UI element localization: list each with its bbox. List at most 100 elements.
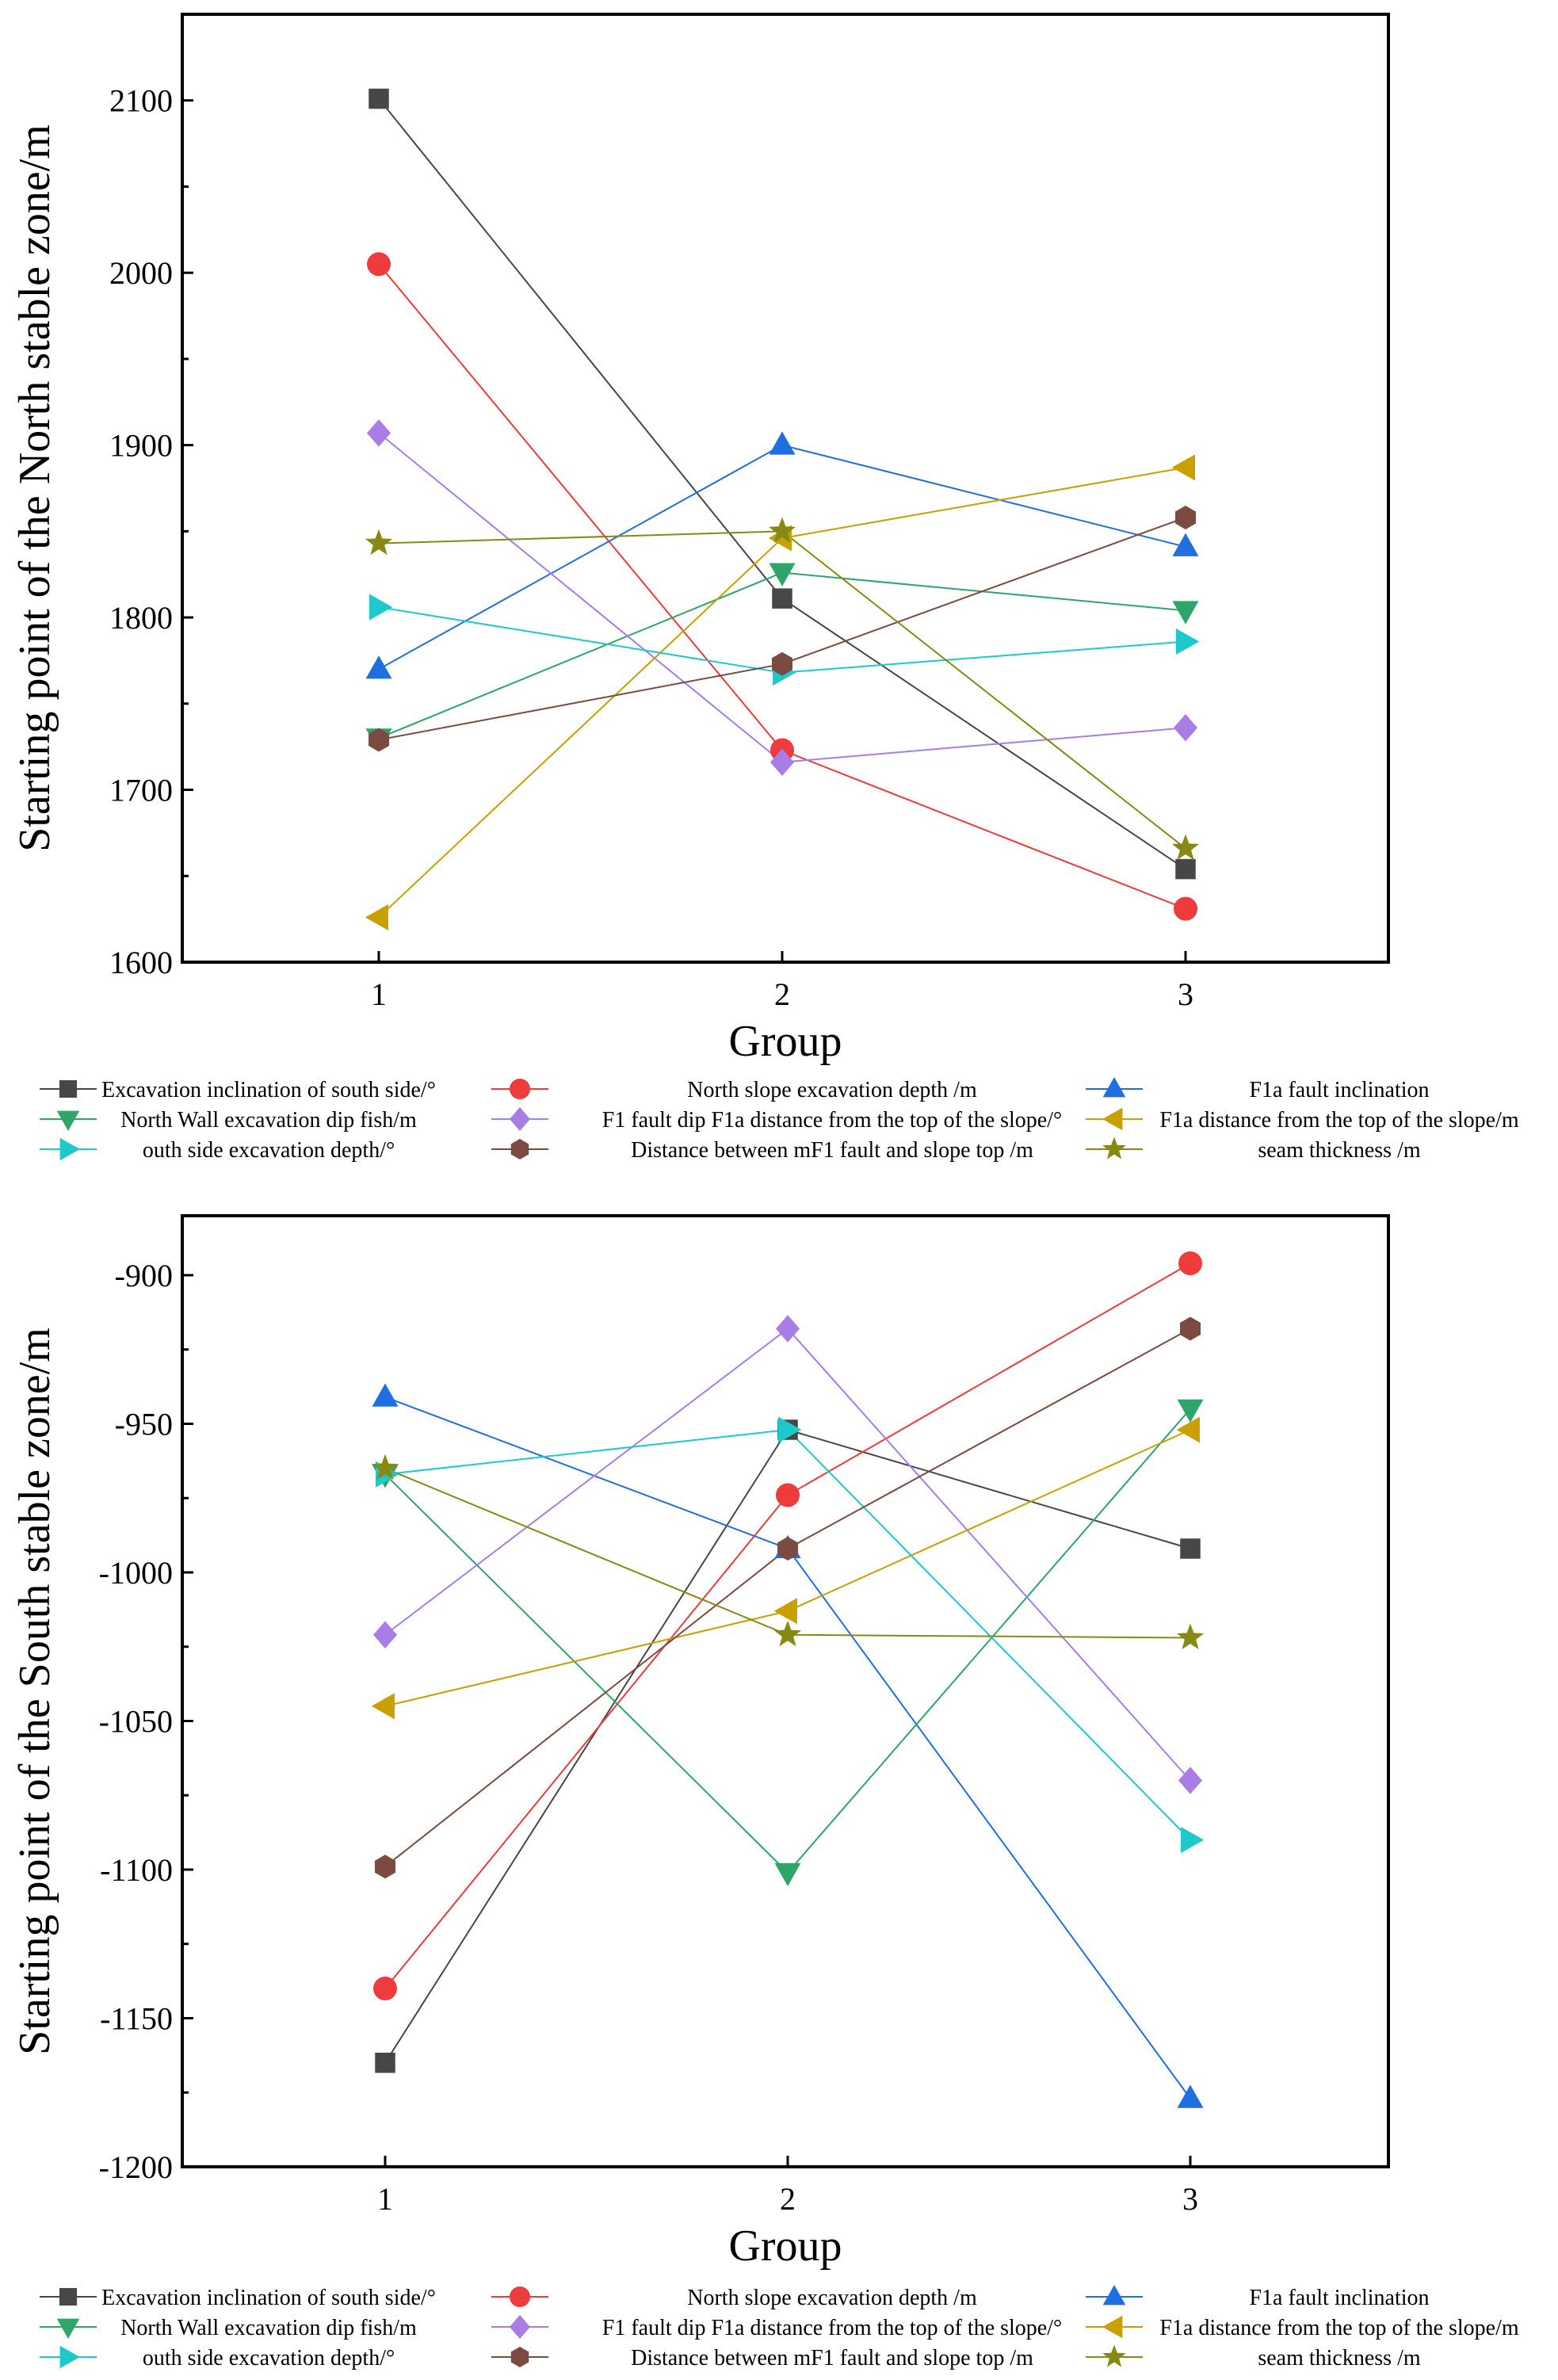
x-tick-label: 1 (371, 976, 387, 1012)
series-line (378, 263, 1186, 910)
data-point (367, 252, 391, 277)
legend-label: F1 fault dip F1a distance from the top o… (602, 2316, 1062, 2340)
data-point (372, 1383, 399, 1407)
series-line (378, 517, 1186, 741)
data-point (1176, 1623, 1205, 1650)
legend-label: North slope excavation depth /m (687, 2286, 977, 2310)
series-line (384, 1328, 1191, 1868)
legend-label: Distance between mF1 fault and slope top… (631, 2346, 1033, 2370)
data-point (773, 1598, 797, 1625)
data-point (1174, 714, 1197, 742)
data-point (1176, 1416, 1200, 1443)
legend-marker (510, 1107, 530, 1131)
data-point (1175, 505, 1196, 529)
legend-marker (510, 1139, 529, 1159)
data-point (369, 594, 393, 621)
series-line (384, 1428, 1191, 2064)
y-tick-label: -900 (115, 1258, 173, 1293)
data-point (371, 1454, 399, 1480)
data-point (365, 529, 393, 556)
data-point (365, 655, 392, 679)
x-tick-label: 2 (774, 976, 790, 1012)
data-point (777, 1537, 798, 1561)
y-tick-label: 2000 (109, 255, 173, 291)
legend-label: Excavation inclination of south side/° (101, 1078, 436, 1102)
legend-label: F1a distance from the top of the slope/m (1159, 2316, 1519, 2340)
legend-label: F1a distance from the top of the slope/m (1159, 1108, 1519, 1133)
y-tick-label: -1000 (99, 1555, 173, 1591)
plot-frame (181, 13, 1390, 964)
y-tick-label: 1900 (109, 428, 173, 464)
data-point (1178, 1767, 1202, 1794)
legend-label: outh side excavation depth/° (143, 2346, 395, 2370)
y-tick-label: -950 (115, 1407, 173, 1442)
legend-label: outh side excavation depth/° (143, 1138, 395, 1163)
data-point (773, 1620, 802, 1647)
legend-marker (56, 2318, 80, 2339)
legend-label: F1 fault dip F1a distance from the top o… (602, 1108, 1062, 1133)
x-tick-label: 1 (377, 2181, 393, 2217)
legend-label: Distance between mF1 fault and slope top… (631, 1138, 1033, 1163)
legend-label: F1a fault inclination (1249, 2286, 1429, 2310)
x-axis-title: Group (728, 2221, 842, 2271)
data-point (373, 1621, 397, 1648)
legend-label: North Wall excavation dip fish/m (120, 1108, 417, 1133)
south-chart: -1200 -1150 -1100 -1050 -1000 -950 -900 1 2 3 Grou… (10, 1214, 1519, 2370)
legend-marker (59, 2287, 78, 2306)
y-tick-label: 1600 (109, 945, 173, 980)
data-point (776, 1315, 800, 1343)
data-point (1172, 601, 1199, 625)
legend-label: F1a fault inclination (1249, 1078, 1429, 1102)
north-chart: 1600 1700 1800 1900 2000 2100 1 2 3 Group Starting… (10, 13, 1519, 1163)
y-tick-label: -1050 (99, 1704, 173, 1740)
legend-label: North Wall excavation dip fish/m (120, 2316, 417, 2340)
legend-marker (1102, 2285, 1126, 2306)
legend-marker (1102, 2315, 1123, 2339)
data-point (1171, 454, 1195, 481)
data-point (1180, 1316, 1201, 1341)
legend-label: Excavation inclination of south side/° (101, 2286, 436, 2310)
data-point (1178, 1251, 1202, 1275)
legend-marker (510, 2315, 530, 2339)
x-tick-label: 3 (1182, 2181, 1198, 2217)
data-point (365, 903, 388, 930)
data-point (1171, 834, 1200, 861)
y-tick-label: 2100 (109, 83, 173, 119)
data-point (778, 1416, 802, 1443)
legend-marker (1102, 1107, 1123, 1131)
data-point (770, 748, 794, 777)
plot-frame (181, 1214, 1390, 2168)
data-point (373, 1977, 397, 2000)
y-tick-label: -1150 (100, 2001, 173, 2037)
legend-marker (510, 2286, 530, 2307)
y-tick-label: 1700 (109, 773, 173, 808)
legend-marker (510, 2347, 529, 2367)
data-point (1176, 628, 1200, 655)
data-point (368, 728, 389, 752)
legend-marker (1102, 1077, 1126, 1098)
legend-marker (59, 2345, 80, 2369)
legend-marker (56, 1110, 80, 1131)
y-axis-title: Starting point of the South stable zone/… (10, 1328, 59, 2055)
data-point (1174, 896, 1197, 921)
data-point (368, 88, 389, 109)
legend-marker (1102, 1137, 1126, 1159)
legend-marker (59, 1137, 80, 1161)
data-point (769, 563, 796, 586)
series-line (378, 444, 1186, 670)
legend-label: seam thickness /m (1258, 2346, 1421, 2370)
data-point (1177, 1399, 1204, 1423)
data-point (371, 1693, 395, 1720)
data-point (774, 1862, 801, 1886)
data-point (769, 431, 796, 455)
legend-marker (510, 1079, 530, 1099)
x-tick-label: 3 (1178, 976, 1193, 1012)
data-point (776, 1483, 800, 1507)
y-tick-label: -1200 (99, 2149, 173, 2185)
data-point (772, 588, 792, 609)
legend-label: North slope excavation depth /m (687, 1078, 977, 1102)
legend-marker (59, 1079, 78, 1098)
data-point (1180, 1538, 1201, 1559)
y-axis-title: Starting point of the North stable zone/… (10, 124, 59, 852)
data-point (367, 419, 391, 447)
